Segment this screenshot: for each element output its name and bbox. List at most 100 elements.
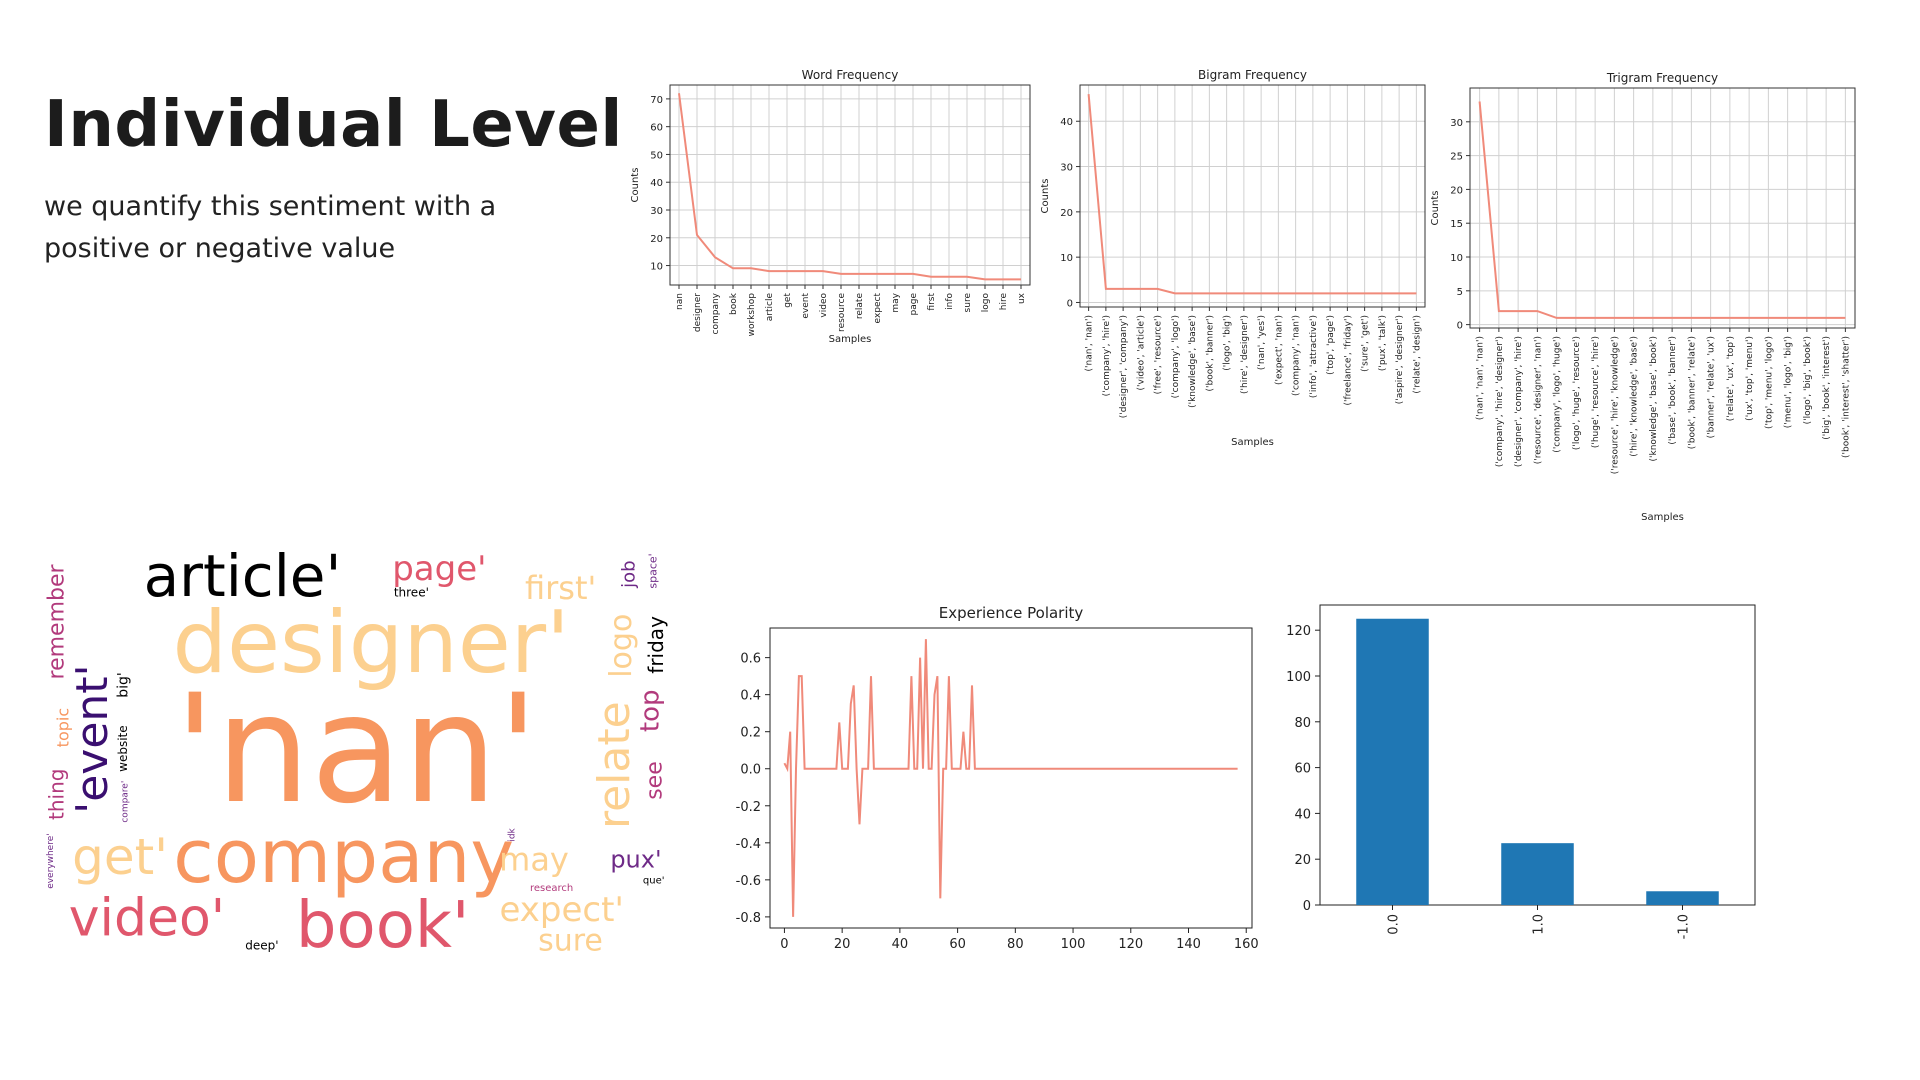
x-tick-label: ('hire', 'knowledge', 'base')	[1630, 336, 1640, 457]
x-tick-label: ('menu', 'logo', 'big')	[1784, 336, 1794, 428]
x-tick-label: ('designer', 'company')	[1119, 315, 1129, 418]
x-tick-label: get	[783, 293, 793, 308]
y-tick-label: 0	[1303, 899, 1311, 914]
bar	[1356, 618, 1429, 905]
x-tick-label: sure	[963, 293, 973, 313]
cloud-word: expect'	[499, 890, 623, 930]
cloud-word: website	[116, 725, 130, 772]
x-tick-label: ('knowledge', 'base', 'book')	[1649, 336, 1659, 462]
y-tick-label: 25	[1450, 152, 1463, 163]
x-tick-label: resource	[837, 293, 847, 332]
y-tick-label: 50	[650, 150, 663, 161]
cloud-word: 'event'	[67, 664, 118, 814]
experience-polarity-chart: 0 20 40 60 80 100 120 140 160 -0.8 -0.6 -0.4 -0.2 0.0…	[736, 604, 1259, 952]
word-frequency-chart: 10 20 30 40 50 60 70 nan designer company book work…	[630, 68, 1031, 345]
slide-subtitle: we quantify this sentiment with a positi…	[44, 191, 497, 264]
cloud-word: pux'	[610, 846, 661, 874]
y-tick-label: -0.8	[736, 911, 761, 926]
y-tick-label: 40	[1294, 807, 1311, 822]
cloud-word: article'	[144, 542, 342, 610]
y-tick-label: 0.4	[740, 689, 761, 704]
x-tick-label: first	[927, 293, 937, 311]
x-tick-label: 120	[1118, 937, 1143, 952]
cloud-word: three'	[394, 586, 429, 600]
x-tick-label: expect	[873, 293, 883, 324]
x-tick-label: company	[711, 292, 721, 334]
plot-area	[1080, 85, 1425, 307]
x-tick-label: ('book', 'interest', 'shatter')	[1841, 336, 1851, 458]
x-tick-label: designer	[693, 293, 703, 332]
x-tick-label: ('relate', 'ux', 'top')	[1726, 336, 1736, 421]
x-tick-label: ('logo', 'huge', 'resource')	[1572, 336, 1582, 450]
slide-title: Individual Level	[44, 88, 623, 162]
x-tick-label: video	[819, 293, 829, 318]
y-tick-label: 30	[650, 206, 663, 217]
y-tick-label: 120	[1286, 624, 1311, 639]
x-tick-label: 160	[1234, 937, 1259, 952]
x-tick-label: 100	[1061, 937, 1086, 952]
x-tick-label: ('nan', 'yes')	[1257, 315, 1267, 370]
x-tick-label: ('book', 'banner')	[1205, 315, 1215, 391]
x-tick-label: ('resource', 'hire', 'knowledge')	[1610, 336, 1620, 474]
cloud-word: big'	[116, 672, 132, 698]
y-tick-label: -0.4	[736, 837, 761, 852]
chart-title: Word Frequency	[802, 68, 899, 82]
x-tick-label: -1.0	[1677, 914, 1692, 939]
x-tick-label: page	[909, 293, 919, 316]
cloud-word: designer'	[173, 593, 570, 693]
x-tick-label: ('expect', 'nan')	[1274, 315, 1284, 385]
cloud-word: 'nan'	[174, 663, 539, 837]
x-tick-label: ('top', 'page')	[1326, 315, 1336, 375]
y-axis-label: Counts	[1430, 191, 1441, 226]
x-tick-label: hire	[999, 293, 1009, 311]
cloud-word: deep'	[245, 938, 278, 952]
cloud-word: research	[530, 883, 573, 894]
x-tick-label: 40	[892, 937, 909, 952]
x-tick-label: ('big', 'book', 'interest')	[1822, 336, 1832, 440]
y-tick-label: 40	[650, 178, 663, 189]
x-tick-label: event	[801, 293, 811, 319]
y-tick-label: -0.6	[736, 874, 761, 889]
x-tick-label: info	[945, 293, 955, 310]
y-tick-label: 20	[650, 234, 663, 245]
chart-title: Bigram Frequency	[1198, 68, 1307, 82]
x-axis-label: Samples	[1231, 437, 1274, 448]
y-tick-label: 15	[1450, 219, 1463, 230]
x-axis-label: Samples	[1641, 512, 1684, 523]
x-tick-label: 20	[834, 937, 851, 952]
cloud-word: job	[619, 560, 640, 588]
cloud-word: topic	[53, 708, 72, 747]
polarity-count-bar-chart: 0.0 1.0 -1.0 0 20 40 60 80 100 120	[1286, 604, 1756, 939]
y-tick-label: 0.2	[740, 726, 761, 741]
series-line	[678, 93, 1021, 281]
plot-area	[1470, 88, 1855, 328]
plot-frame	[1079, 84, 1426, 308]
x-tick-label: 80	[1007, 937, 1024, 952]
y-axis-label: Counts	[1040, 179, 1051, 214]
x-tick-label: ('ux', 'top', 'menu')	[1745, 336, 1755, 421]
x-tick-label: article	[765, 293, 775, 322]
cloud-word: get'	[72, 828, 168, 886]
cloud-word: everywhere'	[46, 833, 56, 889]
plot-frame	[669, 84, 1031, 286]
x-tick-label: 0.0	[1387, 914, 1402, 935]
y-tick-label: 20	[1450, 185, 1463, 196]
x-tick-label: ('logo', 'big')	[1223, 315, 1233, 371]
cloud-word: relate	[589, 701, 640, 829]
y-tick-label: 20	[1294, 853, 1311, 868]
x-tick-label: ('relate', 'design')	[1412, 315, 1422, 394]
cloud-word: compare'	[120, 781, 130, 823]
bar	[1646, 891, 1719, 905]
x-tick-label: ('resource', 'designer', 'nan')	[1533, 336, 1543, 464]
cloud-word: video'	[69, 888, 225, 948]
x-tick-label: ('nan', 'nan', 'nan')	[1476, 336, 1486, 420]
x-tick-label: ('banner', 'relate', 'ux')	[1707, 336, 1717, 438]
x-tick-label: ('company', 'logo')	[1171, 315, 1181, 398]
x-tick-label: ('pux', 'talk')	[1378, 315, 1388, 371]
x-tick-label: may	[891, 292, 901, 312]
cloud-word: see	[643, 761, 668, 800]
x-tick-label: relate	[855, 293, 865, 320]
y-tick-label: 20	[1060, 208, 1073, 219]
x-tick-label: nan	[675, 293, 685, 310]
y-tick-label: 30	[1450, 118, 1463, 129]
